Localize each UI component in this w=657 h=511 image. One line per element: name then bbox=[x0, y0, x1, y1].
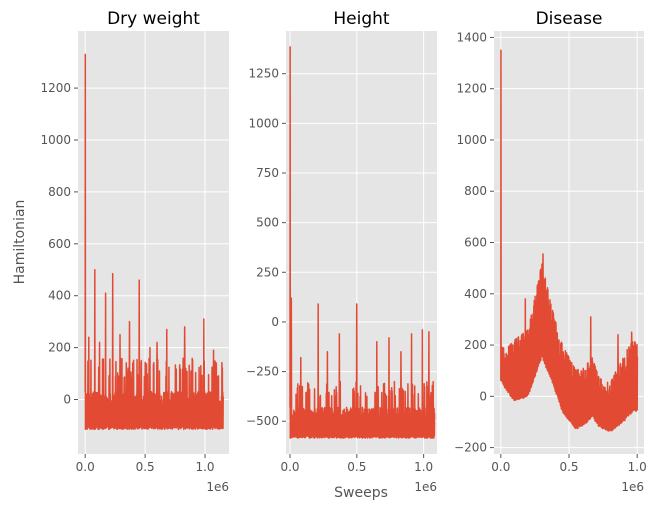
y-tick-label: 1400 bbox=[456, 30, 487, 44]
panel-title: Disease bbox=[536, 9, 603, 29]
series-line-height bbox=[289, 46, 436, 439]
y-tick-label: 200 bbox=[464, 338, 487, 352]
y-tick-label: 600 bbox=[464, 236, 487, 250]
x-offset-label: 1e6 bbox=[414, 480, 437, 494]
x-tick-label: 0.0 bbox=[76, 460, 95, 474]
y-axis-label: Hamiltonian bbox=[12, 200, 28, 285]
y-tick-label: 600 bbox=[48, 237, 71, 251]
x-tick-label: 1.0 bbox=[195, 460, 214, 474]
x-offset-label: 1e6 bbox=[621, 480, 644, 494]
y-tick-label: −250 bbox=[246, 365, 279, 379]
y-tick-label: 1200 bbox=[40, 81, 71, 95]
y-tick-label: −500 bbox=[246, 414, 279, 428]
panel-title: Dry weight bbox=[107, 9, 200, 29]
panel-dry-weight: 0 200 400 600 800 1000 1200 0.0 0.5 1.0 1e6 Dry wei… bbox=[40, 9, 229, 494]
y-tick-label: 250 bbox=[256, 265, 279, 279]
x-tick-label: 0.5 bbox=[559, 460, 578, 474]
y-tick-label: −200 bbox=[454, 441, 487, 455]
y-tick-label: 1200 bbox=[456, 82, 487, 96]
x-tick-label: 1.0 bbox=[628, 460, 647, 474]
x-tick-label: 1.0 bbox=[414, 460, 433, 474]
y-tick-label: 1000 bbox=[456, 133, 487, 147]
panel-title: Height bbox=[333, 9, 390, 29]
y-tick-label: 400 bbox=[464, 287, 487, 301]
y-tick-label: 0 bbox=[479, 389, 487, 403]
x-offset-label: 1e6 bbox=[206, 480, 229, 494]
y-tick-label: 750 bbox=[256, 166, 279, 180]
y-tick-label: 1000 bbox=[248, 116, 279, 130]
panel-height: −500 −250 0 250 500 750 1000 1250 0.0 0.5 1.0 1e6 He… bbox=[246, 9, 437, 494]
y-tick-label: 0 bbox=[271, 315, 279, 329]
x-tick-label: 0.0 bbox=[491, 460, 510, 474]
y-tick-label: 1250 bbox=[248, 67, 279, 81]
y-tick-label: 400 bbox=[48, 289, 71, 303]
y-tick-label: 800 bbox=[48, 185, 71, 199]
panel-disease: −200 0 200 400 600 800 1000 1200 1400 0.0 0.5 1.0 1e… bbox=[454, 9, 647, 494]
x-tick-label: 0.0 bbox=[280, 460, 299, 474]
series-line-dry-weight bbox=[84, 53, 224, 431]
x-axis-label: Sweeps bbox=[334, 485, 388, 501]
x-tick-label: 0.5 bbox=[136, 460, 155, 474]
x-tick-label: 0.5 bbox=[347, 460, 366, 474]
series-line-disease bbox=[500, 49, 639, 432]
y-tick-label: 0 bbox=[63, 393, 71, 407]
y-tick-label: 800 bbox=[464, 184, 487, 198]
y-tick-label: 1000 bbox=[40, 133, 71, 147]
y-tick-label: 500 bbox=[256, 216, 279, 230]
y-tick-label: 200 bbox=[48, 341, 71, 355]
